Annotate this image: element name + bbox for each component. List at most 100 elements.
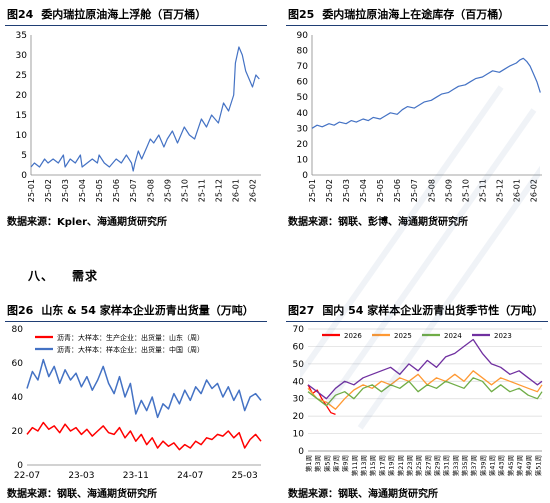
chart-fig25: 0 10 20 30 40 50 60 70 80 90 25-01 25-02 25-03 25-04 2…	[297, 31, 542, 202]
x-tick-label: 第7周	[332, 455, 341, 472]
source-prefix: 数据来源：	[7, 217, 57, 228]
figure-number: 图27	[288, 304, 315, 317]
y-tick-label: 0	[298, 447, 304, 457]
y-tick-label: 80	[12, 325, 24, 335]
x-tick-label: 25-01	[308, 179, 317, 202]
x-tick-label: 25-12	[495, 179, 504, 202]
x-tick-label: 25-03	[342, 179, 351, 202]
x-tick-label: 第31周	[442, 455, 451, 476]
x-tick-label: 25-02	[44, 179, 53, 202]
chart-fig24: 0 5 10 15 20 25 30 35 25-01 25-02 25-03 25-04 25-05 2…	[16, 31, 261, 202]
source-prefix: 数据来源：	[288, 489, 338, 500]
x-tick-label: 第33周	[451, 455, 460, 476]
y-tick-label: 30	[293, 395, 305, 405]
y-tick-label: 0	[302, 171, 308, 181]
section-heading: 八、 需求	[28, 267, 98, 284]
source-text: 钢联、海通期货研究所	[338, 489, 438, 500]
y-tick-label: 30	[16, 51, 28, 61]
x-tick-label: 25-11	[478, 179, 487, 202]
y-tick-label: 20	[297, 140, 309, 150]
source-note: 数据来源：钢联、彭博、海通期货研究所	[288, 213, 468, 228]
source-note: 数据来源：钢联、海通期货研究所	[288, 485, 438, 500]
x-tick-label: 第17周	[377, 455, 386, 476]
y-tick-label: 5	[21, 151, 27, 161]
x-tick-label: 25-08	[146, 179, 155, 202]
series-line-1	[26, 358, 262, 419]
x-tick-label: 第37周	[469, 455, 478, 476]
x-tick-label: 26-02	[248, 179, 257, 202]
series-line-0	[30, 46, 260, 172]
y-tick-label: 0	[17, 461, 23, 471]
x-tick-label: 25-07	[129, 179, 138, 202]
source-prefix: 数据来源：	[7, 489, 57, 500]
x-tick-label: 第21周	[396, 455, 405, 476]
source-prefix: 数据来源：	[288, 217, 338, 228]
figure-number: 图26	[7, 304, 34, 317]
y-tick-label: 80	[297, 47, 309, 57]
y-tick-label: 35	[16, 31, 27, 41]
x-tick-label: 25-06	[112, 179, 121, 202]
chart-fig26: 0 20 40 60 80 22-07 23-03 23-11 24-07 25-03 沥青：大样本…	[12, 325, 262, 481]
x-tick-label: 25-11	[197, 179, 206, 202]
source-text: Kpler、海通期货研究所	[57, 217, 168, 228]
y-tick-label: 0	[21, 171, 27, 181]
x-tick-label: 第35周	[460, 455, 469, 476]
y-tick-label: 60	[297, 78, 309, 88]
source-text: 钢联、海通期货研究所	[57, 489, 157, 500]
x-tick-label: 第45周	[506, 455, 515, 476]
y-tick-label: 25	[16, 71, 27, 81]
panel-fig25: 图25 委内瑞拉原油海上在途库存（百万桶） 0 10 20 30 40 50 60 70 80 90…	[286, 5, 548, 230]
x-tick-label: 25-03	[61, 179, 70, 202]
x-tick-label: 第19周	[387, 455, 396, 476]
y-tick-label: 60	[293, 342, 305, 352]
x-tick-label: 23-03	[68, 471, 94, 481]
source-note: 数据来源：钢联、海通期货研究所	[7, 485, 157, 500]
figure-title: 图24 委内瑞拉原油海上浮舱（百万桶）	[5, 5, 267, 26]
x-tick-label: 第5周	[322, 455, 331, 472]
x-tick-label: 25-05	[95, 179, 104, 202]
y-tick-label: 70	[297, 62, 309, 72]
figure-title: 图26 山东 & 54 家样本企业沥青出货量（万吨）	[5, 301, 267, 322]
x-tick-label: 26-01	[231, 179, 240, 202]
series-line-3	[307, 338, 543, 400]
figure-title-text: 山东 & 54 家样本企业沥青出货量（万吨）	[41, 304, 254, 317]
legend-label: 2026	[344, 332, 362, 340]
y-tick-label: 15	[16, 111, 27, 121]
y-tick-label: 20	[293, 412, 305, 422]
y-tick-label: 10	[16, 131, 28, 141]
y-tick-label: 10	[293, 430, 305, 440]
source-text: 钢联、彭博、海通期货研究所	[338, 217, 468, 228]
x-tick-label: 第25周	[414, 455, 423, 476]
y-tick-label: 40	[297, 109, 309, 119]
x-tick-label: 25-01	[27, 179, 36, 202]
x-tick-label: 23-11	[123, 471, 149, 481]
y-tick-label: 10	[297, 155, 309, 165]
x-tick-label: 第13周	[359, 455, 368, 476]
legend-label: 2024	[444, 332, 462, 340]
x-tick-label: 26-02	[529, 179, 538, 202]
figure-number: 图24	[7, 8, 34, 21]
section-number: 八、	[28, 269, 55, 283]
panel-fig24: 图24 委内瑞拉原油海上浮舱（百万桶） 0 5 10 15 20 25 30 35 25-01 25…	[5, 5, 267, 230]
x-tick-label: 25-06	[393, 179, 402, 202]
x-tick-label: 第29周	[432, 455, 441, 476]
y-tick-label: 90	[297, 31, 309, 41]
y-tick-label: 20	[16, 91, 28, 101]
x-tick-label: 25-10	[461, 179, 470, 202]
x-tick-label: 25-09	[163, 179, 172, 202]
x-tick-label: 第49周	[524, 455, 533, 476]
series-line-0	[311, 57, 541, 129]
figure-title-text: 委内瑞拉原油海上浮舱（百万桶）	[41, 8, 207, 21]
x-tick-label: 第51周	[533, 455, 542, 476]
legend-label: 2025	[394, 332, 412, 340]
legend-label: 沥青：大样本：生产企业：出货量：山东（周）	[57, 333, 204, 342]
x-tick-label: 25-12	[214, 179, 223, 202]
y-tick-label: 40	[12, 393, 24, 403]
figure-title: 图27 国内 54 家样本企业沥青出货季节性（万吨）	[286, 301, 548, 322]
x-tick-label: 第43周	[497, 455, 506, 476]
x-tick-label: 22-07	[14, 471, 40, 481]
x-tick-label: 25-04	[78, 179, 87, 202]
x-tick-label: 第39周	[478, 455, 487, 476]
x-tick-label: 25-08	[427, 179, 436, 202]
x-tick-label: 25-10	[180, 179, 189, 202]
